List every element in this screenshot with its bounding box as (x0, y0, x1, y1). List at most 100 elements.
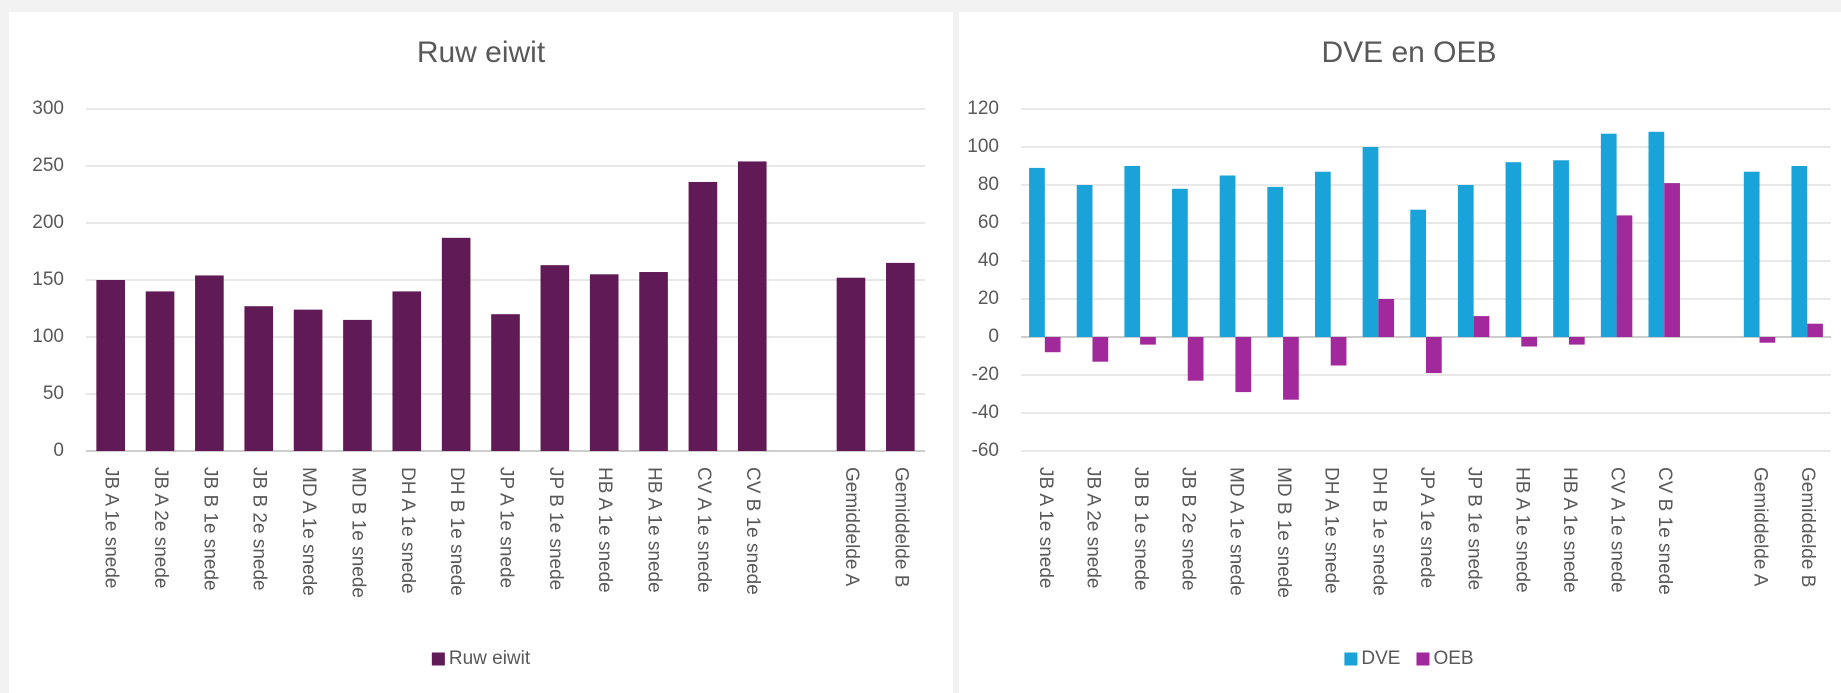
bar (1140, 337, 1156, 345)
y-tick-label: -20 (972, 364, 999, 385)
y-tick-label: 150 (32, 269, 64, 290)
y-tick-label: 80 (978, 174, 999, 195)
x-tick-label: MD A 1e snede (298, 467, 319, 596)
bar (1267, 186, 1284, 337)
x-tick-label: Gemiddelde A (1750, 467, 1771, 587)
bar (1187, 337, 1204, 381)
y-tick-label: 250 (32, 155, 64, 176)
x-tick-label: MD A 1e snede (1225, 467, 1246, 596)
x-tick-label: DH B 1e snede (1368, 467, 1389, 596)
bar (886, 262, 915, 451)
bar (1219, 175, 1236, 337)
x-tick-label: JB A 1e snede (1035, 467, 1056, 589)
y-tick-label: 20 (978, 288, 999, 309)
bar (1314, 171, 1331, 337)
bar (1791, 166, 1808, 337)
y-tick-label: 100 (32, 326, 64, 347)
legend-label: DVE (1361, 648, 1400, 669)
bar (145, 291, 175, 451)
y-tick-label: 40 (978, 250, 999, 271)
x-tick-label: CV B 1e snede (1654, 467, 1675, 595)
x-tick-label: JB B 1e snede (1130, 467, 1151, 591)
bar (1076, 185, 1093, 337)
legend-swatch (431, 652, 445, 666)
bar (195, 275, 224, 451)
x-tick-label: CV A 1e snede (1607, 467, 1628, 593)
x-tick-label: DH A 1e snede (397, 467, 418, 594)
x-tick-label: JB A 2e snede (1082, 467, 1103, 589)
x-tick-label: Gemiddelde B (1797, 467, 1818, 587)
bar (639, 272, 668, 451)
bar (1600, 133, 1617, 337)
x-tick-label: Gemiddelde A (841, 467, 862, 587)
bar (1807, 323, 1823, 337)
y-tick-label: 200 (32, 212, 64, 233)
x-tick-label: CV B 1e snede (742, 467, 763, 595)
x-tick-label: JP A 1e snede (1416, 467, 1437, 588)
legend-swatch (1416, 652, 1430, 666)
chart-title: DVE en OEB (1321, 36, 1496, 69)
y-tick-label: 100 (967, 136, 999, 157)
bar (343, 319, 372, 451)
bar (1426, 337, 1442, 374)
x-tick-label: Gemiddelde B (890, 467, 911, 587)
bar (1235, 337, 1252, 393)
y-tick-label: 120 (967, 98, 999, 119)
x-tick-label: HB A 1e snede (644, 467, 665, 593)
bar (1172, 188, 1188, 337)
x-tick-label: JB B 1e snede (199, 467, 220, 591)
x-tick-label: JP A 1e snede (495, 467, 516, 588)
bar (1664, 183, 1680, 337)
x-tick-label: DH A 1e snede (1321, 467, 1342, 594)
bar (1378, 299, 1395, 337)
y-tick-label: 300 (32, 98, 64, 119)
x-tick-label: CV A 1e snede (693, 467, 714, 593)
bar (293, 309, 323, 451)
y-tick-label: -60 (972, 440, 999, 461)
legend-label: OEB (1433, 648, 1473, 669)
panel (959, 12, 1841, 693)
x-tick-label: JP B 1e snede (1464, 467, 1485, 590)
bar (1044, 337, 1061, 353)
bar (1473, 316, 1490, 337)
bar (1616, 215, 1633, 337)
bar (1283, 337, 1299, 400)
bar (1759, 337, 1776, 343)
y-tick-label: 60 (978, 212, 999, 233)
bar (1505, 162, 1522, 337)
bar (96, 280, 125, 451)
bar (392, 291, 422, 451)
bar (1124, 166, 1141, 337)
x-tick-label: JB B 2e snede (1178, 467, 1199, 591)
x-tick-label: HB A 1e snede (1511, 467, 1532, 593)
y-tick-label: 50 (43, 383, 64, 404)
bar (589, 274, 619, 451)
bar (836, 277, 866, 451)
legend-label: Ruw eiwit (449, 648, 531, 669)
x-tick-label: MD B 1e snede (1273, 467, 1294, 598)
bar (1029, 167, 1045, 337)
bar (1092, 337, 1109, 362)
bar (1410, 209, 1426, 337)
x-tick-label: JB A 1e snede (101, 467, 122, 589)
bar (1521, 337, 1538, 347)
y-tick-label: 0 (988, 326, 999, 347)
bar (491, 314, 520, 451)
bar (1568, 337, 1585, 345)
x-tick-label: HB A 1e snede (1559, 467, 1580, 593)
x-tick-label: MD B 1e snede (347, 467, 368, 598)
bar (540, 265, 570, 451)
legend-swatch (1344, 652, 1358, 666)
x-tick-label: DH B 1e snede (446, 467, 467, 596)
bar (688, 181, 718, 451)
x-tick-label: JB A 2e snede (150, 467, 171, 589)
bar (1743, 171, 1760, 337)
bar (1362, 147, 1379, 337)
bar (1330, 337, 1347, 366)
x-tick-label: JP B 1e snede (545, 467, 566, 590)
y-tick-label: 0 (53, 440, 64, 461)
bar (737, 161, 767, 451)
bar (1457, 185, 1474, 337)
